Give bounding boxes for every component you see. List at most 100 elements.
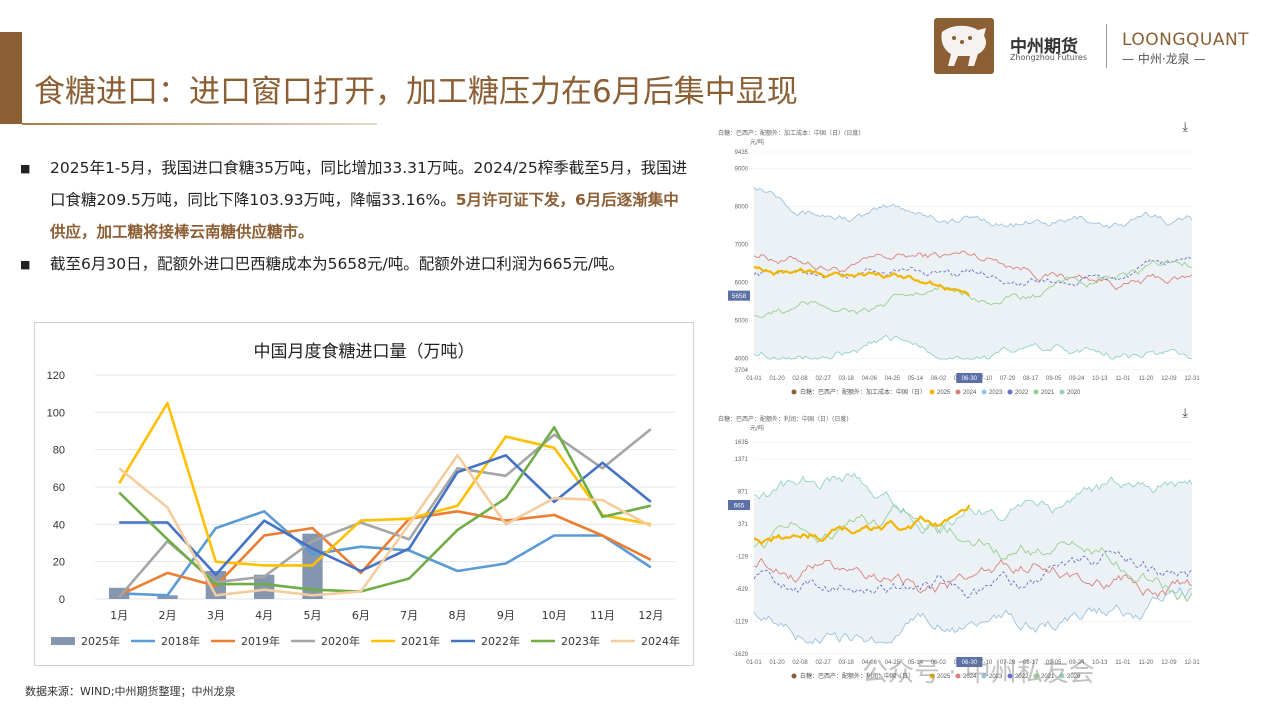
legend-marker [955,673,961,679]
legend-marker [955,389,961,395]
x-tick-label: 09-05 [1046,660,1062,666]
legend-label: 2021 [1041,390,1055,396]
page-title: 食糖进口：进口窗口打开，加工糖压力在6月后集中显现 [34,74,798,110]
x-tick-label: 07-29 [1000,660,1016,666]
x-tick-label: 07-29 [1000,376,1016,382]
logo-name-en: Zhongzhou Futures [1010,53,1088,62]
x-tick-label: 10月 [542,609,567,622]
bar-2025 [109,587,130,599]
y-tick-label: 871 [738,490,749,496]
x-tick-label: 02-08 [792,660,808,666]
y-tick-label: 20 [53,557,65,569]
bullet-text: 截至6月30日，配额外进口巴西糖成本为5658元/吨。配额外进口利润为665元/… [50,255,625,273]
series-line-2021年 [118,401,652,567]
x-tick-label: 08-17 [1023,660,1039,666]
y-tick-label: -1629 [733,652,749,658]
legend-label: 2022 [1015,674,1029,680]
series-line-2020年 [118,428,652,598]
range-band [754,473,1192,644]
y-tick-label: 60 [53,482,65,494]
import-chart-frame: 中国月度食糖进口量（万吨） 0 20 40 60 80 100 120 1月 2月 3月 4月 5月 6… [34,322,694,666]
x-tick-label: 04-06 [862,660,878,666]
legend-label: 2025 [937,390,951,396]
x-tick-label: 10-13 [1092,660,1108,666]
legend-label: 2018年 [161,634,200,648]
legend-marker [1033,389,1039,395]
x-tick-label: 07-10 [977,660,993,666]
series-line-2024 [753,250,1193,291]
y-tick-label: -1129 [733,620,749,626]
y-tick-label: -129 [736,555,749,561]
legend-label: 2020年 [321,634,360,648]
legend-label: 2024年 [641,634,680,648]
bullet-item: ■ 截至6月30日，配额外进口巴西糖成本为5658元/吨。配额外进口利润为665… [20,248,688,281]
profit-chart: -1629 -1129 -629 -129 371 871 1371 1635 01-01 01-… [728,440,1200,680]
cost-chart-title: 白糖：巴西产：配额外：加工成本：中国（日）(日度) [718,130,861,137]
x-tick-label: 04-06 [862,376,878,382]
y-tick-label: 0 [59,594,65,606]
cost-chart-unit: 元/吨 [750,139,765,146]
bullet-text: 2025年1-5月，我国进口食糖35万吨，同比增加33.31万吨。2024/25… [50,152,688,248]
x-tick-label: 04-25 [885,660,901,666]
y-tick-label: 6000 [735,281,749,287]
x-tick-label: 01-20 [769,660,785,666]
legend-marker [981,673,987,679]
x-tick-label: 1月 [110,609,128,622]
legend-label: 2019年 [241,634,280,648]
x-tick-label: 5月 [304,609,322,622]
import-chart-title: 中国月度食糖进口量（万吨） [253,342,475,362]
cost-chart-panel: 白糖：巴西产：配额外：加工成本：中国（日）(日度) 元/吨 ⤓ 3704 4000… [708,120,1204,402]
y-tick-label: -629 [736,587,749,593]
series-line-2021 [753,259,1193,318]
y-tick-label: 3704 [735,368,749,374]
legend-label: 2023 [989,674,1003,680]
download-icon[interactable]: ⤓ [1182,120,1188,135]
download-icon[interactable]: ⤓ [1182,406,1188,421]
legend-label: 2024 [963,674,977,680]
zhongzhou-logo-icon [934,18,994,74]
current-value-label: 5658 [732,293,747,300]
legend-label: 2025年 [81,634,120,648]
legend-label: 2020 [1067,674,1081,680]
legend-marker [791,389,797,395]
x-tick-label: 11-20 [1138,660,1154,666]
x-tick-label: 04-25 [885,376,901,382]
bullet-square-icon: ■ [20,258,31,271]
x-tick-label: 01-01 [746,660,762,666]
current-date-badge [956,657,983,667]
y-tick-label: 7000 [735,243,749,249]
x-tick-label: 03-18 [839,660,855,666]
x-tick-label: 02-27 [815,376,831,382]
title-accent-bar [0,32,22,124]
x-tick-label: 10-13 [1092,376,1108,382]
legend-title: 白糖：巴西产：配额外：利润：中国（日） [800,672,914,680]
x-tick-label: 06-02 [931,660,947,666]
y-tick-label: 120 [47,370,65,382]
series-line-2020 [753,472,1193,535]
legend-title: 白糖：巴西产：配额外：加工成本：中国（日） [800,388,926,396]
x-tick-label: 12月 [638,609,663,622]
x-tick-label: 11月 [590,609,615,622]
profit-chart-panel: 白糖：巴西产：配额外：利润：中国（日）(日度) 元/吨 ⤓ -1629 -1129… [708,406,1204,686]
bullet-highlight: 5月许可证下发，6月后逐渐集中供应，加工糖将接棒云南糖供应糖市。 [50,191,679,241]
x-tick-label: 11-01 [1115,376,1131,382]
bullet-list: ■ 2025年1-5月，我国进口食糖35万吨，同比增加33.31万吨。2024/… [20,152,688,281]
x-tick-label: 02-08 [792,376,808,382]
x-tick-label: 12-09 [1161,660,1177,666]
legend-swatch [51,637,75,645]
x-tick-label: 05-14 [908,376,924,382]
series-line-2019年 [118,510,652,597]
x-tick-label: 6月 [352,609,370,622]
x-tick-label: 09-24 [1069,660,1085,666]
bullet-body: 2025年1-5月，我国进口食糖35万吨，同比增加33.31万吨。2024/25… [50,159,688,209]
y-tick-label: 8000 [735,205,749,211]
y-tick-label: 4000 [735,357,749,363]
bar-2025 [254,574,275,599]
series-line-2023年 [118,426,652,593]
x-tick-label: 11-01 [1115,660,1131,666]
current-value-badge [728,290,750,301]
x-tick-label: 05-14 [908,660,924,666]
current-value-label: 665 [734,503,745,510]
legend-marker [1059,673,1065,679]
